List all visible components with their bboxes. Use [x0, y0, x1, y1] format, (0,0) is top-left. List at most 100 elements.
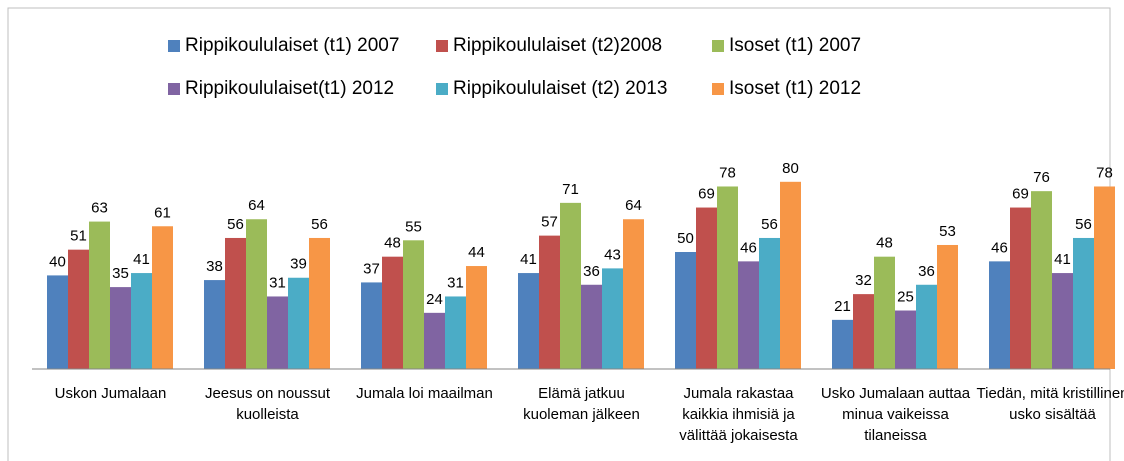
data-label: 43: [604, 246, 621, 263]
legend-label: Rippikoululaiset (t1) 2007: [185, 35, 400, 56]
bar: [246, 219, 267, 369]
data-label: 64: [248, 197, 265, 214]
legend-label: Rippikoululaiset (t2) 2013: [453, 78, 668, 99]
legend-swatch: [168, 40, 180, 52]
bar: [832, 319, 853, 369]
data-label: 31: [269, 274, 286, 291]
data-label: 39: [290, 256, 307, 273]
bar: [267, 296, 288, 369]
data-label: 78: [1096, 164, 1113, 181]
data-label: 61: [154, 204, 171, 221]
data-label: 56: [311, 216, 328, 233]
bar: [602, 268, 623, 369]
x-tick-label: Jumala rakastaa kaikkia ihmisiä ja välit…: [679, 385, 798, 444]
data-label: 40: [49, 253, 66, 270]
data-label: 24: [426, 291, 443, 308]
x-tick-label: Jeesus on noussut kuolleista: [204, 385, 331, 423]
data-label: 21: [834, 298, 851, 315]
bar: [152, 226, 173, 369]
bar: [89, 221, 110, 369]
bar: [47, 275, 68, 369]
data-label: 69: [1012, 186, 1029, 203]
bar: [204, 280, 225, 369]
legend-item: Rippikoululaiset(t1) 2012: [168, 78, 394, 100]
legend-swatch: [168, 83, 180, 95]
data-label: 55: [405, 218, 422, 235]
legend-label: Rippikoululaiset(t1) 2012: [185, 78, 395, 99]
bar: [581, 284, 602, 369]
data-label: 56: [227, 216, 244, 233]
bar: [560, 202, 581, 369]
legend-label: Isoset (t1) 2012: [729, 78, 862, 99]
bar: [539, 235, 560, 369]
bar: [1031, 191, 1052, 369]
data-label: 32: [855, 272, 872, 289]
bar: [989, 261, 1010, 369]
bar: [738, 261, 759, 369]
legend-item: Rippikoululaiset (t2) 2013: [436, 78, 667, 100]
bar: [131, 273, 152, 369]
data-label: 53: [939, 223, 956, 240]
bar: [759, 237, 780, 369]
bar: [361, 282, 382, 369]
bar: [225, 237, 246, 369]
bar: [445, 296, 466, 369]
legend-swatch: [712, 83, 724, 95]
data-label: 76: [1033, 169, 1050, 186]
data-label: 48: [876, 235, 893, 252]
bar: [895, 310, 916, 369]
legend-item: Rippikoululaiset (t1) 2007: [168, 35, 399, 57]
bar: [717, 186, 738, 369]
bar: [518, 273, 539, 369]
data-label: 38: [206, 258, 223, 275]
legend-label: Isoset (t1) 2007: [729, 35, 862, 56]
data-label: 25: [897, 289, 914, 306]
data-label: 78: [719, 164, 736, 181]
data-label: 71: [562, 181, 579, 198]
bar: [675, 252, 696, 369]
bar: [780, 181, 801, 369]
bar: [1073, 237, 1094, 369]
bar: [916, 284, 937, 369]
data-label: 56: [1075, 216, 1092, 233]
bar: [853, 294, 874, 369]
bar: [309, 237, 330, 369]
bar: [288, 277, 309, 369]
data-label: 80: [782, 160, 799, 177]
data-label: 41: [133, 251, 150, 268]
data-label: 41: [520, 251, 537, 268]
legend-label: Rippikoululaiset (t2)2008: [453, 35, 663, 56]
legend-swatch: [436, 83, 448, 95]
bar: [68, 249, 89, 369]
data-label: 36: [918, 263, 935, 280]
data-label: 36: [583, 263, 600, 280]
bar: [1094, 186, 1115, 369]
data-label: 69: [698, 186, 715, 203]
data-label: 63: [91, 200, 108, 217]
bar: [1010, 207, 1031, 369]
legend-swatch: [712, 40, 724, 52]
x-tick-label: Elämä jatkuu kuoleman jälkeen: [523, 385, 640, 423]
x-tick-label: Uskon Jumalaan: [54, 385, 167, 402]
legend-swatch: [436, 40, 448, 52]
data-label: 51: [70, 228, 87, 245]
data-label: 44: [468, 244, 485, 261]
legend-item: Isoset (t1) 2012: [712, 78, 861, 100]
legend-item: Isoset (t1) 2007: [712, 35, 861, 57]
bar: [466, 266, 487, 369]
data-label: 46: [740, 239, 757, 256]
bar: [937, 244, 958, 369]
data-label: 48: [384, 235, 401, 252]
data-label: 57: [541, 214, 558, 231]
x-tick-label: Usko Jumalaan auttaa minua vaikeissa til…: [820, 385, 971, 444]
data-label: 31: [447, 274, 464, 291]
bar: [623, 219, 644, 369]
x-tick-label: Tiedän, mitä kristillinen usko sisältää: [976, 385, 1124, 423]
bar: [696, 207, 717, 369]
data-label: 35: [112, 265, 129, 282]
bar: [874, 256, 895, 369]
bar: [403, 240, 424, 369]
bar: [424, 312, 445, 369]
